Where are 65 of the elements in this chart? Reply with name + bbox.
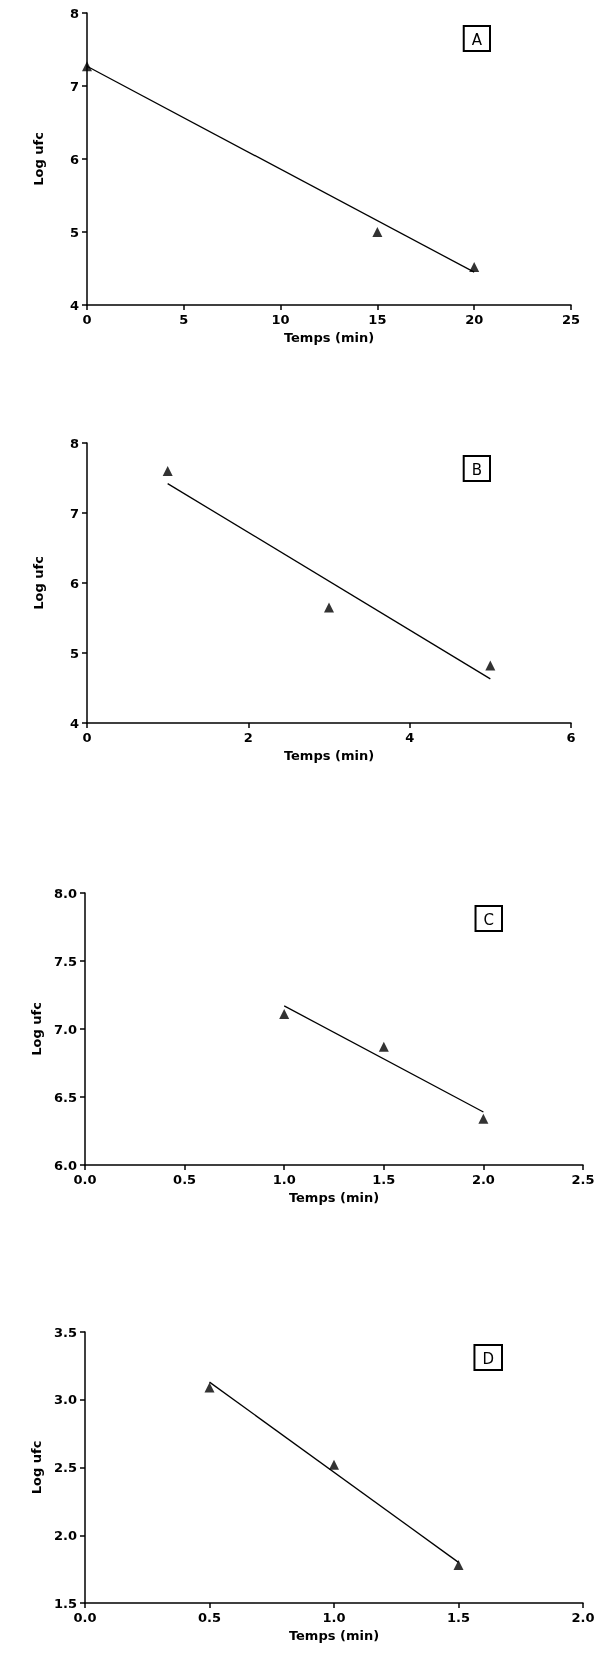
x-tick-label: 2.5 bbox=[571, 1172, 595, 1187]
x-tick-label: 1.0 bbox=[272, 1172, 296, 1187]
x-tick-label: 0 bbox=[82, 312, 92, 327]
x-tick-label: 15 bbox=[368, 312, 387, 327]
x-tick-label: 0.0 bbox=[73, 1610, 97, 1625]
x-axis-title: Temps (min) bbox=[288, 1628, 380, 1643]
y-axis-title: Log ufc bbox=[29, 1002, 44, 1056]
y-tick-label: 7.0 bbox=[53, 1021, 77, 1037]
point bbox=[204, 1382, 215, 1393]
x-tick-label: 0.0 bbox=[73, 1172, 97, 1187]
y-tick-label: 3.0 bbox=[53, 1392, 77, 1408]
annotation: D bbox=[482, 1349, 495, 1368]
x-axis-title: Temps (min) bbox=[288, 1190, 380, 1205]
x-tick-label: 0.5 bbox=[197, 1610, 222, 1625]
x-tick-label: 10 bbox=[271, 312, 290, 327]
annotation: B bbox=[471, 460, 483, 479]
point bbox=[469, 262, 480, 273]
point bbox=[478, 1113, 489, 1124]
y-tick-label: 5 bbox=[69, 645, 79, 661]
y-tick-label: 8 bbox=[69, 5, 79, 21]
y-tick-label: 6 bbox=[69, 575, 79, 591]
x-axis-title: Temps (min) bbox=[283, 748, 375, 763]
x-tick-label: 1.5 bbox=[446, 1610, 471, 1625]
x-tick-label: 2.0 bbox=[471, 1172, 495, 1187]
point bbox=[453, 1560, 464, 1571]
y-tick-label: 7.5 bbox=[53, 953, 77, 969]
y-tick-label: 1.5 bbox=[53, 1595, 77, 1611]
point bbox=[279, 1009, 290, 1020]
x-tick-label: 2.0 bbox=[571, 1610, 595, 1625]
x-axis-title: Temps (min) bbox=[283, 330, 375, 345]
annotation: A bbox=[471, 30, 483, 49]
x-tick-label: 1.5 bbox=[372, 1172, 396, 1187]
x-tick-label: 5 bbox=[179, 312, 189, 327]
y-axis-title: Log ufc bbox=[31, 556, 46, 610]
y-tick-label: 7 bbox=[69, 505, 79, 521]
y-tick-label: 7 bbox=[69, 78, 79, 94]
x-tick-label: 1.0 bbox=[322, 1610, 346, 1625]
y-tick-label: 6.5 bbox=[53, 1089, 77, 1105]
y-tick-label: 6 bbox=[69, 151, 79, 167]
x-tick-label: 0.5 bbox=[173, 1172, 197, 1187]
x-tick-label: 2 bbox=[243, 730, 253, 745]
x-tick-label: 25 bbox=[561, 312, 581, 327]
y-tick-label: 4 bbox=[69, 715, 79, 731]
y-axis-title: Log ufc bbox=[29, 1440, 44, 1495]
y-tick-label: 2.5 bbox=[53, 1460, 77, 1475]
point bbox=[162, 466, 173, 476]
y-tick-label: 4 bbox=[69, 297, 79, 313]
point bbox=[372, 227, 383, 237]
y-tick-label: 8 bbox=[69, 435, 79, 451]
point bbox=[82, 61, 92, 72]
y-tick-label: 5 bbox=[69, 224, 79, 240]
point bbox=[485, 660, 496, 671]
point bbox=[378, 1041, 389, 1052]
x-tick-label: 4 bbox=[405, 730, 415, 745]
x-tick-label: 20 bbox=[465, 312, 484, 327]
point bbox=[329, 1459, 339, 1470]
y-tick-label: 6.0 bbox=[53, 1157, 77, 1173]
x-tick-label: 6 bbox=[566, 730, 576, 745]
y-tick-label: 3.5 bbox=[53, 1324, 77, 1340]
y-tick-label: 2.0 bbox=[53, 1527, 77, 1543]
x-tick-label: 0 bbox=[82, 730, 92, 745]
y-tick-label: 8.0 bbox=[53, 885, 77, 901]
y-axis-title: Log ufc bbox=[31, 132, 46, 186]
point bbox=[324, 602, 334, 613]
annotation: C bbox=[483, 910, 495, 929]
